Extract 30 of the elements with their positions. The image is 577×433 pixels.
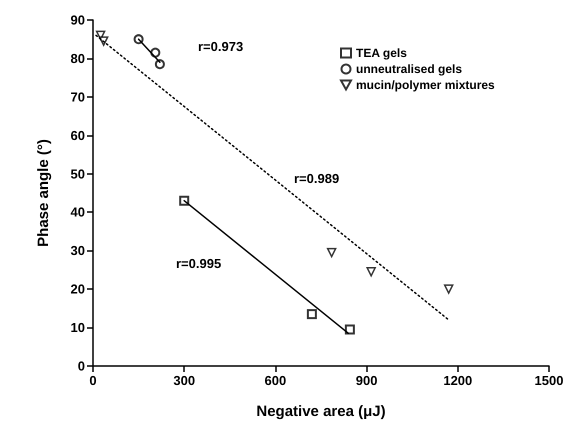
y-tick-label: 60 (70, 128, 85, 143)
annotation: r=0.989 (294, 171, 340, 186)
x-tick-label: 1200 (443, 373, 472, 388)
y-tick-label: 80 (70, 50, 85, 66)
y-tick-label: 0 (78, 358, 85, 374)
annotation: r=0.973 (198, 39, 244, 54)
y-tick-label: 50 (70, 166, 85, 182)
point (444, 284, 454, 294)
x-axis-title: Negative area (μJ) (256, 403, 386, 420)
point (344, 324, 355, 334)
y-tick-label: 70 (70, 89, 85, 104)
y-tick-label: 90 (70, 12, 85, 28)
point (326, 248, 336, 258)
point (366, 267, 376, 277)
annotation: r=0.995 (176, 256, 222, 271)
x-tick-label: 300 (173, 373, 196, 388)
legend-label: TEA gels (356, 46, 408, 60)
x-tick-label: 1500 (534, 373, 564, 388)
point (154, 59, 165, 70)
x-tick-label: 0 (89, 373, 97, 388)
legend-label: unneutralised gels (356, 62, 462, 76)
y-tick-label: 10 (70, 320, 85, 336)
x-tick-label: 900 (356, 373, 378, 388)
y-tick-label: 20 (70, 282, 85, 297)
y-tick-label: 30 (70, 243, 85, 258)
x-tick-label: 600 (264, 373, 286, 388)
y-tick-label: 40 (70, 204, 85, 220)
point (306, 309, 317, 320)
legend-label: mucin/polymer mixtures (356, 78, 496, 92)
y-axis-title: Phase angle (°) (35, 139, 52, 247)
